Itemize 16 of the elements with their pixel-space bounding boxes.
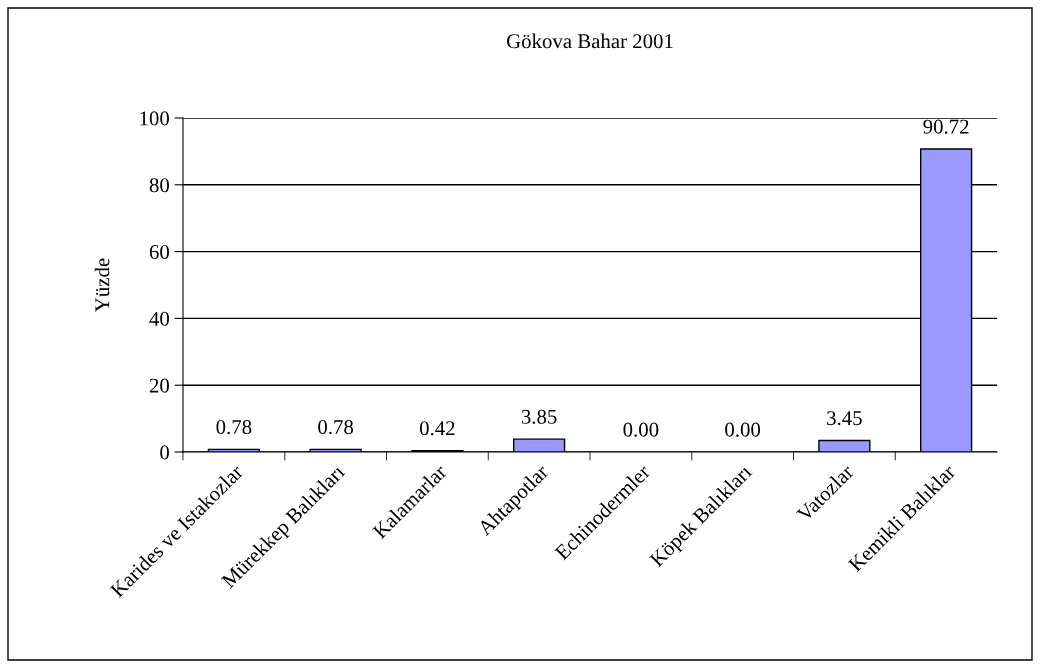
y-tick-label: 0 <box>160 445 170 460</box>
data-label: 0.78 <box>216 419 252 435</box>
data-label: 3.45 <box>827 411 862 426</box>
y-axis-title: Yüzde <box>94 258 110 312</box>
y-tick-label: 40 <box>149 311 170 326</box>
y-tick-label: 100 <box>140 111 170 126</box>
data-label: 90.72 <box>923 119 969 134</box>
chart-title: Gökova Bahar 2001 <box>506 33 673 49</box>
data-label: 0.78 <box>318 419 354 435</box>
data-label: 0.00 <box>725 422 761 437</box>
data-label: 3.85 <box>521 409 557 424</box>
data-label: 0.42 <box>419 421 455 436</box>
data-label: 0.00 <box>623 422 659 437</box>
y-tick-label: 20 <box>149 378 170 393</box>
y-tick-label: 60 <box>149 244 170 260</box>
y-tick-label: 80 <box>149 178 170 193</box>
